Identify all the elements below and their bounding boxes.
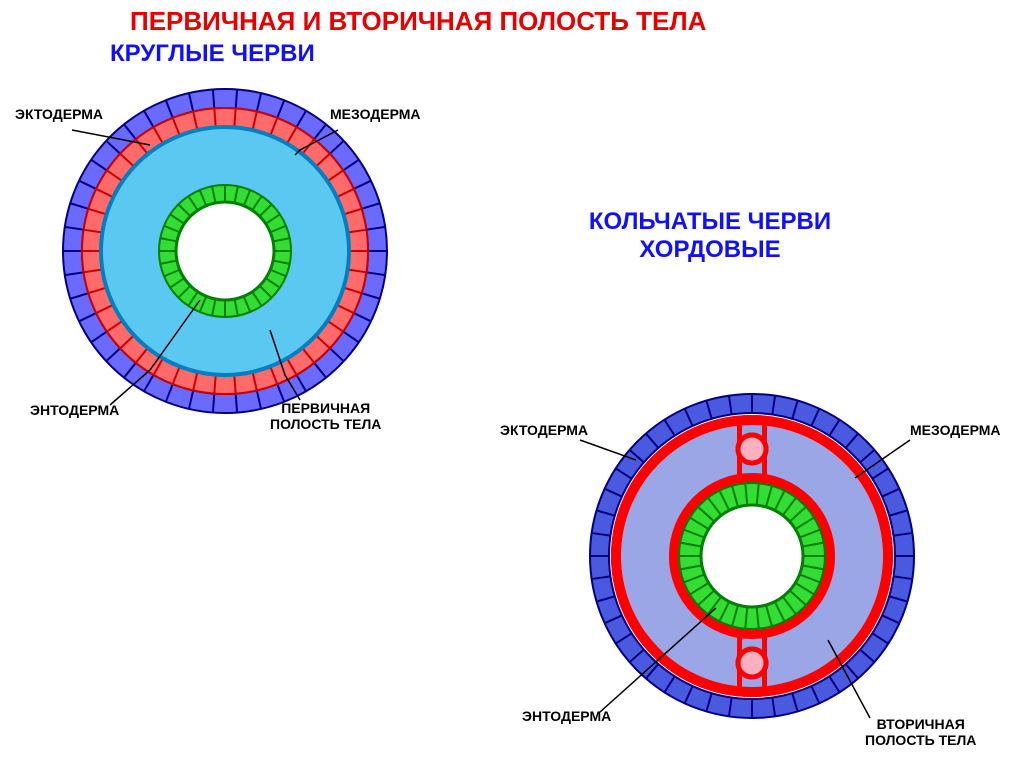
diagram-roundworm xyxy=(63,89,387,413)
diagram-canvas xyxy=(0,0,1024,768)
diagram-annelid xyxy=(580,394,914,718)
